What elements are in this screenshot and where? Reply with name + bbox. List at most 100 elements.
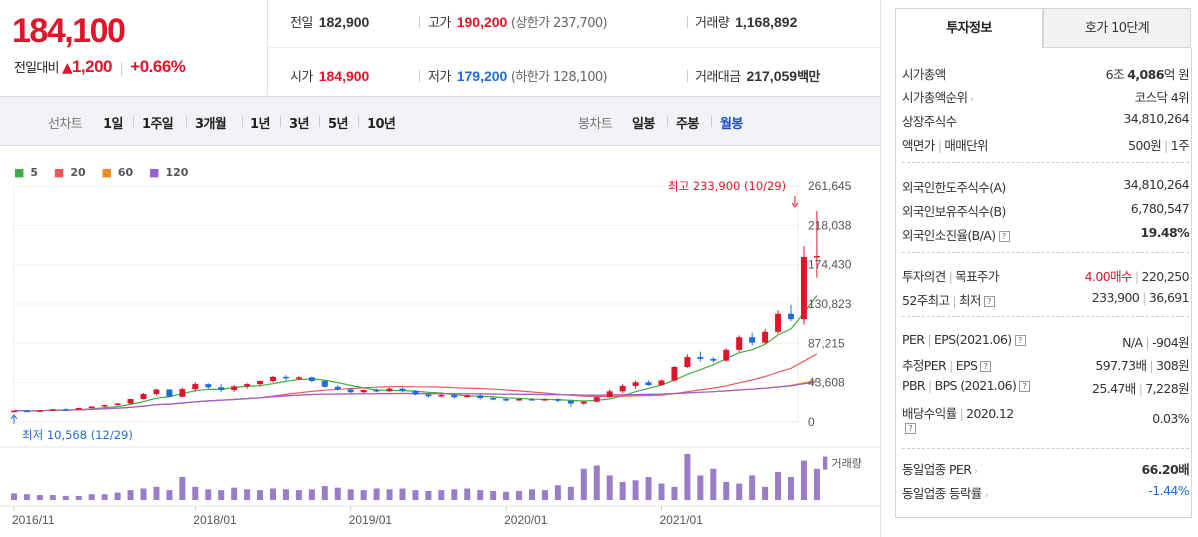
volume-bar <box>114 492 121 500</box>
candle <box>75 407 82 410</box>
candle-body <box>529 398 535 401</box>
volume-bar <box>295 490 302 500</box>
candle <box>516 398 523 401</box>
tab-1w[interactable]: 1주일 <box>142 117 174 132</box>
candles <box>11 211 820 413</box>
volume-bar <box>231 487 238 500</box>
candle <box>477 394 484 400</box>
help-icon[interactable]: ? <box>980 361 992 372</box>
candle-body <box>75 408 82 410</box>
candle <box>541 398 548 401</box>
volume-bar <box>671 486 678 500</box>
candle-chart-label: 봉차트 <box>578 117 613 132</box>
candle <box>218 384 225 393</box>
x-axis-labels: 2016/11 2018/01 2019/01 2020/01 2021/01 <box>12 506 703 527</box>
candle <box>334 385 341 391</box>
legend-ma20: ■ 20 <box>53 166 86 179</box>
tab-3m[interactable]: 3개월 <box>195 117 227 132</box>
chart-legend: ■ 5 ■ 20 ■ 60 ■ 120 <box>14 166 200 179</box>
y-tick-label: 130,823 <box>808 297 852 311</box>
candle-body <box>425 394 432 397</box>
high-price: 고가 190,200 (상한가 237,700) <box>428 14 608 31</box>
dividend-row: 배당수익률 | 2020.12 ? 0.03% <box>902 406 1190 434</box>
tab-invest-info[interactable]: 투자정보 <box>895 8 1043 48</box>
volume-bar <box>438 490 445 500</box>
tab-monthly[interactable]: 월봉 <box>720 117 743 132</box>
volume-bar <box>373 488 380 500</box>
divider <box>268 47 880 48</box>
tab-1d[interactable]: 1일 <box>103 117 123 132</box>
chart-grid <box>0 185 880 507</box>
candle <box>567 399 574 407</box>
candle-body <box>36 410 43 412</box>
candle-body <box>62 409 69 411</box>
up-triangle-icon: ▲ <box>61 60 73 76</box>
candle <box>619 384 626 394</box>
low-annotation: 최저 10,568 (12/29) <box>22 428 133 442</box>
y-tick-label: 218,038 <box>808 218 852 232</box>
help-icon[interactable]: ? <box>998 231 1010 242</box>
volume-bar <box>749 475 756 500</box>
volume-bar <box>386 489 393 500</box>
change-percent: +0.66% <box>130 57 186 76</box>
candle-body <box>762 331 769 343</box>
volume-bar <box>800 460 807 500</box>
candle <box>671 366 678 382</box>
candle-body <box>541 398 548 401</box>
tab-3y[interactable]: 3년 <box>289 117 309 132</box>
open-price: 시가 184,900 <box>290 68 370 85</box>
tab-weekly[interactable]: 주봉 <box>676 117 699 132</box>
volume-bar <box>788 477 794 500</box>
prev-close: 전일 182,900 <box>290 14 370 31</box>
chevron-right-icon: › <box>974 467 978 477</box>
candle <box>593 396 600 403</box>
tab-orderbook-10[interactable]: 호가 10단계 <box>1043 8 1191 48</box>
candle <box>62 408 69 411</box>
price-chart[interactable]: 261,645 218,038 174,430 130,823 87,215 43,608… <box>0 160 880 537</box>
volume-bar <box>257 490 264 500</box>
x-tick-label: 2020/01 <box>504 513 548 527</box>
price-change-row: 전일대비 ▲1,200 | +0.66% <box>14 57 186 77</box>
tab-1y[interactable]: 1년 <box>250 117 270 132</box>
candle-body <box>736 337 743 350</box>
volume-bar <box>554 485 561 500</box>
x-tick-label: 2019/01 <box>349 513 393 527</box>
x-tick-label: 2021/01 <box>660 513 704 527</box>
candle-body <box>645 382 652 386</box>
candle-body <box>244 384 251 387</box>
candle-body <box>218 387 225 390</box>
help-icon[interactable]: ? <box>983 296 995 307</box>
volume-bar <box>529 489 535 500</box>
candle <box>580 401 587 405</box>
volume-bar <box>658 483 665 500</box>
tab-5y[interactable]: 5년 <box>328 117 348 132</box>
candle-body <box>347 389 354 393</box>
candle <box>723 348 730 362</box>
tab-daily[interactable]: 일봉 <box>632 117 655 132</box>
candle-body <box>399 388 406 391</box>
tab-10y[interactable]: 10년 <box>367 117 396 132</box>
volume-bar <box>75 495 82 500</box>
candle-body <box>451 394 458 398</box>
candle <box>529 398 535 401</box>
candle <box>736 335 743 352</box>
candle-body <box>749 337 756 343</box>
help-icon[interactable]: ? <box>1019 381 1031 392</box>
help-icon[interactable]: ? <box>1014 335 1026 346</box>
volume-bar <box>619 481 626 500</box>
volume-bar <box>541 490 548 500</box>
volume-bar <box>697 475 704 500</box>
volume-bar <box>451 489 458 500</box>
help-icon[interactable]: ? <box>905 423 916 434</box>
candle-body <box>11 410 17 413</box>
candle <box>788 304 794 321</box>
candle <box>347 387 354 394</box>
volume-bar <box>308 489 315 500</box>
candle-body <box>23 410 30 413</box>
candle <box>295 375 302 381</box>
volume-bar <box>205 489 212 500</box>
candle <box>503 397 510 402</box>
legend-ma5: ■ 5 <box>14 166 39 179</box>
candle-body <box>477 395 484 399</box>
candle <box>438 394 445 398</box>
